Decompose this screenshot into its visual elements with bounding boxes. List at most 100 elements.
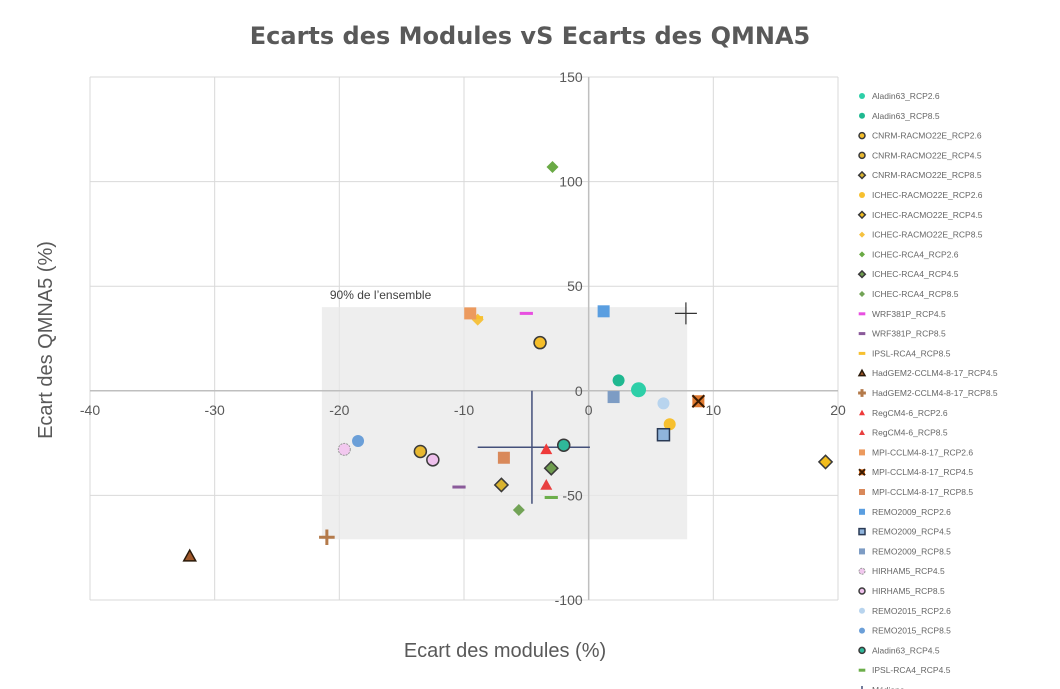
legend-marker [859,449,865,456]
data-point-aladin63-rcp2-6 [631,382,647,398]
legend-item: RegCM4-6_RCP8.5 [859,428,948,438]
legend-label: REMO2015_RCP2.6 [872,606,951,616]
legend-marker [859,192,865,198]
legend-item: IPSL-RCA4_RCP8.5 [858,348,951,358]
legend-marker [858,668,866,672]
legend-marker [858,389,866,397]
legend-item: Aladin63_RCP2.6 [859,91,940,101]
data-point-ipsl-rca4-rcp8-5 [469,316,484,320]
legend-item: CNRM-RACMO22E_RCP8.5 [857,170,982,180]
x-tick-label: 20 [830,402,846,418]
legend-label: REMO2009_RCP8.5 [872,546,951,556]
legend-item: CNRM-RACMO22E_RCP2.6 [858,131,982,141]
legend-label: Aladin63_RCP2.6 [872,91,940,101]
legend-marker [859,607,865,614]
legend-label: HadGEM2-CCLM4-8-17_RCP4.5 [872,368,998,378]
legend-label: REMO2009_RCP4.5 [872,527,951,537]
y-tick-label: -100 [555,592,583,608]
data-point-cnrm-racmo22e-rcp8-5 [493,477,510,493]
data-points [182,160,834,562]
legend-item: ICHEC-RACMO22E_RCP4.5 [857,210,983,220]
legend-label: CNRM-RACMO22E_RCP2.6 [872,131,982,141]
legend-marker [857,210,867,220]
legend-label: RegCM4-6_RCP2.6 [872,408,948,418]
legend-label: IPSL-RCA4_RCP8.5 [872,348,951,358]
x-tick-label: -30 [205,402,225,418]
legend-label: MPI-CCLM4-8-17_RCP2.6 [872,447,973,457]
legend-marker [858,312,866,316]
legend-marker [858,151,866,160]
data-point-ipsl-rca4-rcp4-5 [544,495,558,499]
data-point-mpi-cclm4-8-17-rcp8-5 [497,451,510,464]
data-point-ichec-rca4-rcp4-5 [543,460,559,476]
legend-label: ICHEC-RACMO22E_RCP4.5 [872,210,983,220]
legend-item: ICHEC-RACMO22E_RCP8.5 [859,230,983,240]
legend-item: REMO2009_RCP8.5 [859,546,951,556]
legend-item: HIRHAM5_RCP8.5 [858,586,945,596]
legend-label: WRF381P_RCP8.5 [872,329,946,339]
data-point-cnrm-racmo22e-rcp2-6 [533,335,547,350]
legend-item: ICHEC-RCA4_RCP2.6 [859,249,959,259]
data-point-aladin63-rcp8-5 [612,374,625,387]
x-axis-label: Ecart des modules (%) [404,640,606,662]
legend-label: REMO2015_RCP8.5 [872,626,951,636]
y-tick-label: -50 [562,487,582,503]
legend-label: ICHEC-RCA4_RCP2.6 [872,249,959,259]
x-tick-label: -40 [80,402,100,418]
data-point-ichec-rca4-rcp2-6 [546,160,559,173]
legend-item: WRF381P_RCP4.5 [858,309,946,319]
legend-label: CNRM-RACMO22E_RCP4.5 [872,150,982,160]
legend-marker [857,170,867,180]
legend-marker [859,548,865,555]
legend-marker [857,269,867,279]
legend-label: CNRM-RACMO22E_RCP8.5 [872,170,982,180]
legend-marker [859,627,865,634]
data-point-mpi-cclm4-8-17-rcp4-5-x [691,394,706,408]
legend-item: Aladin63_RCP8.5 [859,111,940,121]
legend-label: WRF381P_RCP4.5 [872,309,946,319]
legend-label: ICHEC-RACMO22E_RCP2.6 [872,190,983,200]
legend-item: Aladin63_RCP4.5 [858,645,940,655]
legend-marker [859,251,865,258]
legend-label: RegCM4-6_RCP8.5 [872,428,948,438]
data-point-hirham5-rcp8-5 [426,453,440,467]
legend-label: ICHEC-RCA4_RCP8.5 [872,289,959,299]
data-point-ichec-racmo22e-rcp4-5 [817,454,834,470]
legend-marker [859,93,865,99]
legend-marker [859,409,865,416]
legend-item: ICHEC-RCA4_RCP4.5 [857,269,959,279]
legend-marker-median [861,686,863,689]
legend-label: ICHEC-RACMO22E_RCP8.5 [872,230,983,240]
data-point-regcm4-6-rcp8-5 [540,478,553,490]
x-tick-label: -20 [329,402,349,418]
legend-item: MPI-CCLM4-8-17_RCP4.5 [858,467,973,477]
data-point-hadgem2-cclm4-8-17-rcp4-5 [182,548,198,562]
y-axis-label: Ecart des QMNA5 (%) [35,241,57,439]
data-point-aladin63-rcp4-5 [556,438,571,452]
y-tick-label: 50 [567,278,583,294]
data-point-remo2015-rcp8-5 [352,435,365,448]
legend-item: MPI-CCLM4-8-17_RCP8.5 [859,487,973,497]
data-point-ichec-racmo22e-rcp2-6 [663,418,676,431]
legend-label: Médiane [872,685,905,689]
legend-marker [857,368,867,377]
legend-item: WRF381P_RCP8.5 [858,329,946,339]
legend-marker [859,291,865,297]
legend-item: HadGEM2-CCLM4-8-17_RCP8.5 [858,388,998,398]
legend-item: RegCM4-6_RCP2.6 [859,408,948,418]
legend-marker [858,567,866,575]
legend-label: REMO2009_RCP2.6 [872,507,951,517]
legend-marker [859,489,865,495]
legend-marker [859,508,865,515]
data-point-ichec-rca4-rcp8-5 [512,504,525,517]
chart-title: Ecarts des Modules vS Ecarts des QMNA5 [250,22,810,50]
data-point-remo2015-rcp2-6 [657,397,670,410]
axes [90,77,838,600]
data-point-remo2009-rcp8-5 [607,391,620,404]
legend-label: Aladin63_RCP4.5 [872,645,940,655]
legend-marker [858,527,866,536]
y-tick-label: 0 [575,383,583,399]
legend-marker [859,429,865,435]
